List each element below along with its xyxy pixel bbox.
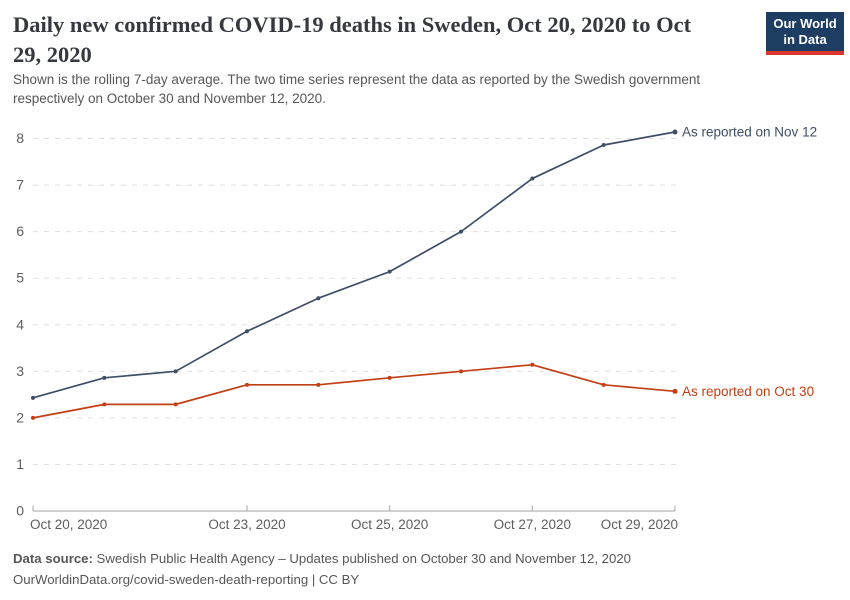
y-axis-label: 5 [16, 270, 24, 286]
data-point-marker [601, 143, 606, 148]
data-source-label: Data source: [13, 551, 93, 566]
x-tick-label: Oct 23, 2020 [208, 517, 285, 532]
data-point-marker [102, 375, 107, 380]
data-point-marker [672, 129, 678, 135]
chart-footer: Data source: Swedish Public Health Agenc… [13, 548, 833, 590]
x-tick-label: Oct 20, 2020 [30, 517, 107, 532]
owid-logo: Our World in Data [766, 12, 844, 55]
page-title-line2: 29, 2020 [13, 42, 92, 67]
data-source-line: Data source: Swedish Public Health Agenc… [13, 548, 833, 569]
data-point-marker [31, 395, 35, 400]
y-axis-label: 7 [16, 177, 24, 193]
data-point-marker [530, 176, 535, 181]
data-point-marker [601, 382, 606, 387]
series-line [32, 363, 676, 419]
y-axis-label: 8 [16, 130, 24, 146]
data-point-marker [31, 415, 35, 420]
y-axis-label: 2 [16, 409, 24, 425]
x-tick-label: Oct 27, 2020 [494, 517, 571, 532]
page-title-line1: Daily new confirmed COVID-19 deaths in S… [13, 12, 692, 37]
data-point-marker [316, 382, 321, 387]
x-tick-label: Oct 25, 2020 [351, 517, 428, 532]
chart-subtitle: Shown is the rolling 7-day average. The … [13, 71, 793, 108]
data-point-marker [245, 382, 249, 387]
series-line [32, 131, 676, 399]
data-point-marker [102, 402, 107, 407]
y-axis-label: 6 [16, 223, 24, 239]
data-point-marker [672, 388, 678, 394]
license-line: OurWorldinData.org/covid-sweden-death-re… [13, 572, 360, 587]
series-end-label: As reported on Nov 12 [682, 124, 817, 139]
y-axis-label: 1 [16, 456, 24, 472]
data-source-text: Swedish Public Health Agency – Updates p… [92, 551, 631, 566]
chart-subtitle-line2: respectively on October 30 and November … [13, 90, 326, 106]
x-tick-label: Oct 29, 2020 [601, 517, 678, 532]
data-point-marker [459, 369, 463, 374]
page-title: Daily new confirmed COVID-19 deaths in S… [13, 10, 758, 70]
data-point-marker [316, 296, 321, 301]
chart-subtitle-line1: Shown is the rolling 7-day average. The … [13, 72, 701, 87]
data-point-marker [459, 229, 463, 234]
y-axis-label: 4 [16, 316, 24, 332]
data-point-marker [173, 402, 178, 407]
y-axis-label: 3 [16, 363, 24, 379]
owid-logo-line2: in Data [783, 31, 827, 47]
data-point-marker [173, 369, 178, 374]
data-point-marker [387, 375, 392, 380]
data-point-marker [245, 329, 249, 334]
series-end-label: As reported on Oct 30 [682, 384, 814, 399]
data-point-marker [387, 269, 392, 274]
y-axis-label: 0 [16, 503, 24, 519]
data-point-marker [530, 362, 535, 367]
owid-logo-line1: Our World [773, 16, 837, 31]
